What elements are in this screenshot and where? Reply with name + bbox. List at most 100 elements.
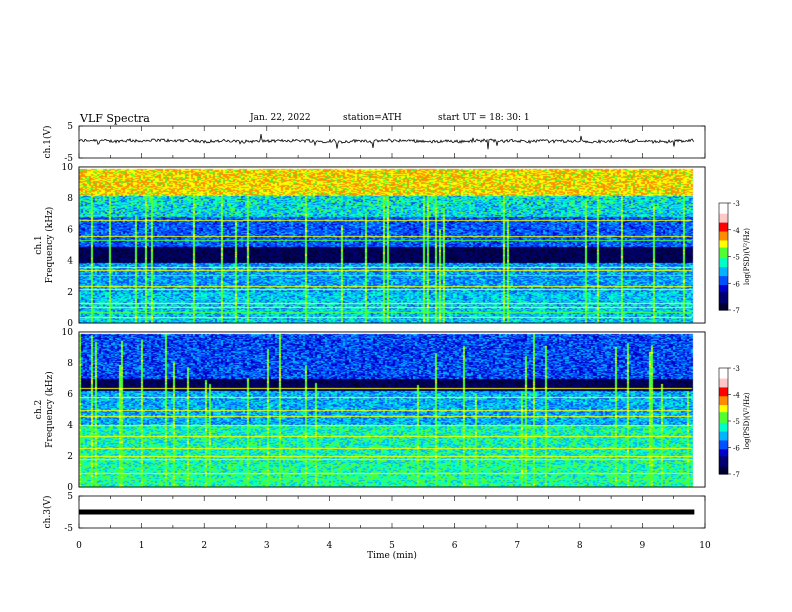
x-axis-label: Time (min) bbox=[367, 550, 417, 561]
colorbar-swatch bbox=[719, 417, 728, 420]
x-tick-label: 8 bbox=[577, 541, 583, 551]
colorbar-1: -3 -4 -5 -6 -7 log(PSD)(V²/Hz) bbox=[718, 200, 751, 315]
colorbar-swatch bbox=[719, 399, 728, 403]
figure-title: VLF Spectra bbox=[80, 112, 150, 125]
header-date: Jan. 22, 2022 bbox=[250, 113, 311, 123]
panel-frame bbox=[78, 166, 706, 324]
colorbar-swatch bbox=[719, 290, 728, 293]
colorbar-swatch bbox=[719, 235, 728, 238]
x-tick-label: 1 bbox=[139, 541, 145, 551]
colorbar-2: -3 -4 -5 -6 -7 log(PSD)(V²/Hz) bbox=[718, 365, 751, 479]
colorbar-swatch bbox=[719, 463, 728, 466]
y-tick-label: 8 bbox=[67, 194, 73, 204]
colorbar-swatch bbox=[719, 231, 728, 234]
colorbar-swatch bbox=[719, 210, 728, 213]
colorbar-swatch bbox=[719, 394, 728, 397]
colorbar-swatch bbox=[719, 410, 728, 413]
colorbar-swatch bbox=[719, 272, 728, 275]
y-axis-label: Frequency (kHz) bbox=[44, 207, 55, 284]
x-tick-label: 5 bbox=[389, 541, 395, 551]
colorbar-swatch bbox=[719, 245, 728, 249]
y-tick-label: 2 bbox=[67, 288, 73, 298]
colorbar-swatch bbox=[719, 408, 728, 411]
colorbar-swatch bbox=[719, 472, 728, 475]
colorbar-swatch bbox=[719, 203, 728, 206]
colorbar-swatch bbox=[719, 392, 728, 396]
colorbar-swatch bbox=[719, 413, 728, 417]
colorbar-swatch bbox=[719, 398, 728, 401]
colorbar-swatch bbox=[719, 373, 728, 376]
colorbar-swatch bbox=[719, 222, 728, 225]
y-tick-label: 5 bbox=[67, 122, 73, 132]
colorbar-swatch bbox=[719, 288, 728, 291]
y-tick-label: 5 bbox=[67, 492, 73, 502]
y-tick-label: 6 bbox=[67, 225, 73, 235]
colorbar-swatch bbox=[719, 308, 728, 311]
colorbar-swatch bbox=[719, 440, 728, 443]
colorbar-swatch bbox=[719, 443, 728, 447]
y-axis-label: ch.1 bbox=[34, 235, 44, 254]
colorbar-swatch bbox=[719, 424, 728, 427]
colorbar-tick-label: -6 bbox=[733, 280, 740, 288]
colorbar-swatch bbox=[719, 466, 728, 470]
colorbar-swatch bbox=[719, 389, 728, 392]
colorbar-swatch bbox=[719, 229, 728, 233]
colorbar-swatch bbox=[719, 368, 728, 371]
colorbar-swatch bbox=[719, 412, 728, 415]
colorbar-swatch bbox=[719, 283, 728, 286]
colorbar-tick-label: -4 bbox=[733, 227, 740, 235]
colorbar-swatch bbox=[719, 279, 728, 283]
panel-ch1-waveform: 5 -5 ch.1(V) bbox=[42, 122, 706, 164]
colorbar-swatch bbox=[719, 461, 728, 464]
colorbar-swatch bbox=[719, 256, 728, 259]
colorbar-swatch bbox=[719, 238, 728, 242]
colorbar-swatch bbox=[719, 233, 728, 236]
colorbar-swatch bbox=[719, 297, 728, 300]
colorbar-swatch bbox=[719, 449, 728, 452]
colorbar-label: log(PSD)(V²/Hz) bbox=[743, 228, 751, 285]
colorbar-swatch bbox=[719, 422, 728, 426]
colorbar-swatch bbox=[719, 452, 728, 456]
header-station: station=ATH bbox=[343, 113, 402, 123]
y-axis-label: ch.3(V) bbox=[42, 496, 53, 529]
colorbar-tick-label: -7 bbox=[733, 471, 740, 479]
colorbar-swatch bbox=[719, 401, 728, 404]
colorbar-swatch bbox=[719, 244, 728, 247]
y-tick-label: 6 bbox=[67, 390, 73, 400]
y-tick-label: 2 bbox=[67, 452, 73, 462]
colorbar-swatch bbox=[719, 380, 728, 383]
colorbar-swatch bbox=[719, 458, 728, 461]
colorbar-swatch bbox=[719, 286, 728, 290]
x-tick-label: 2 bbox=[201, 541, 207, 551]
y-axis-label: ch.1(V) bbox=[42, 126, 53, 159]
colorbar-swatch bbox=[719, 263, 728, 267]
colorbar-swatch bbox=[719, 236, 728, 240]
colorbar-swatch bbox=[719, 421, 728, 424]
colorbar-swatch bbox=[719, 240, 728, 243]
colorbar-swatch bbox=[719, 375, 728, 378]
colorbar-swatch bbox=[719, 292, 728, 295]
colorbar-swatch bbox=[719, 390, 728, 394]
y-tick-label: 10 bbox=[62, 163, 74, 173]
colorbar-swatch bbox=[719, 429, 728, 433]
colorbar-swatch bbox=[719, 436, 728, 440]
colorbar-swatch bbox=[719, 208, 728, 211]
colorbar-swatch bbox=[719, 470, 728, 473]
colorbar-swatch bbox=[719, 396, 728, 399]
colorbar-swatch bbox=[719, 376, 728, 380]
colorbar-swatch bbox=[719, 226, 728, 229]
colorbar-swatch bbox=[719, 281, 728, 284]
y-tick-label: 0 bbox=[67, 319, 73, 329]
colorbar-swatch bbox=[719, 304, 728, 308]
colorbar-swatch bbox=[719, 276, 728, 279]
colorbar-swatch bbox=[719, 433, 728, 436]
x-tick-label: 7 bbox=[514, 541, 520, 551]
colorbar-swatch bbox=[719, 299, 728, 302]
x-tick-label: 10 bbox=[699, 541, 711, 551]
colorbar-swatch bbox=[719, 260, 728, 263]
colorbar-swatch bbox=[719, 369, 728, 373]
colorbar-swatch bbox=[719, 435, 728, 438]
colorbar-swatch bbox=[719, 252, 728, 256]
colorbar-swatch bbox=[719, 454, 728, 457]
colorbar-swatch bbox=[719, 204, 728, 208]
